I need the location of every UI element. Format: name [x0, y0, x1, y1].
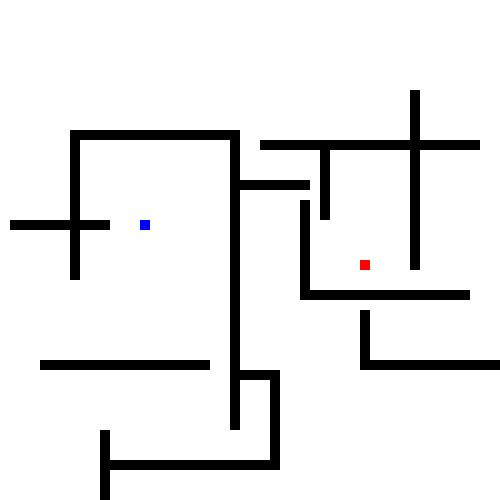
maze-wall [10, 220, 110, 230]
maze-wall [360, 360, 500, 370]
maze-wall [70, 130, 80, 280]
maze-wall [410, 90, 420, 270]
goal-marker [360, 260, 370, 270]
maze-wall [230, 130, 240, 430]
maze-wall [70, 130, 240, 140]
maze-wall [230, 370, 280, 380]
maze-wall [300, 290, 470, 300]
maze-wall [230, 180, 310, 190]
maze-wall [300, 200, 310, 300]
maze-wall [260, 140, 480, 150]
player-marker [140, 220, 150, 230]
maze-wall [100, 430, 110, 500]
maze-wall [270, 370, 280, 470]
maze-wall [100, 460, 280, 470]
maze-wall [320, 140, 330, 220]
maze-wall [360, 310, 370, 370]
maze-wall [40, 360, 210, 370]
